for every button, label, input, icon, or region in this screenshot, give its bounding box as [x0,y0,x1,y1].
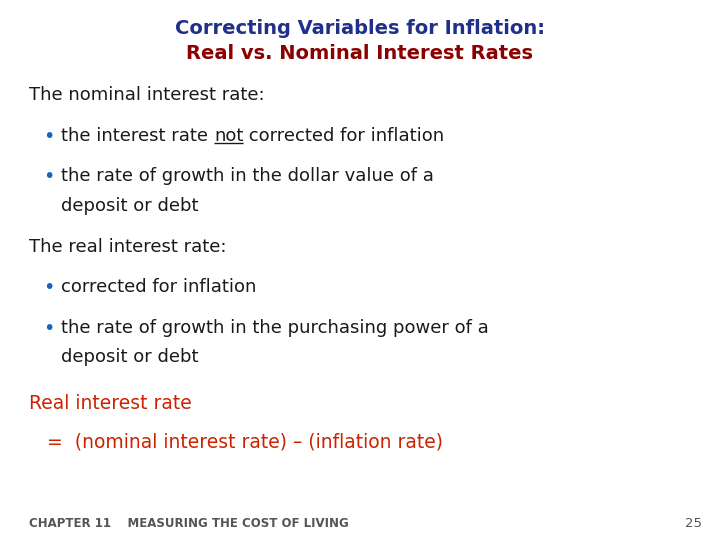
Text: =  (nominal interest rate) – (inflation rate): = (nominal interest rate) – (inflation r… [47,432,443,451]
Text: Correcting Variables for Inflation:: Correcting Variables for Inflation: [175,19,545,38]
Text: the interest rate: the interest rate [61,127,214,145]
Text: Real interest rate: Real interest rate [29,394,192,413]
Text: The nominal interest rate:: The nominal interest rate: [29,86,264,104]
Text: deposit or debt: deposit or debt [61,197,199,215]
Text: corrected for inflation: corrected for inflation [243,127,444,145]
Text: not: not [214,127,243,145]
Text: the rate of growth in the purchasing power of a: the rate of growth in the purchasing pow… [61,319,489,336]
Text: corrected for inflation: corrected for inflation [61,278,256,296]
Text: CHAPTER 11    MEASURING THE COST OF LIVING: CHAPTER 11 MEASURING THE COST OF LIVING [29,517,348,530]
Text: Real vs. Nominal Interest Rates: Real vs. Nominal Interest Rates [186,44,534,63]
Text: The real interest rate:: The real interest rate: [29,238,226,255]
Text: •: • [43,278,55,297]
Text: the rate of growth in the dollar value of a: the rate of growth in the dollar value o… [61,167,434,185]
Text: •: • [43,319,55,338]
Text: deposit or debt: deposit or debt [61,348,199,366]
Text: •: • [43,167,55,186]
Text: 25: 25 [685,517,702,530]
Text: •: • [43,127,55,146]
